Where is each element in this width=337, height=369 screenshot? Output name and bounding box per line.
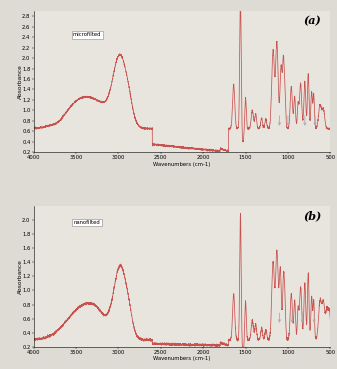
X-axis label: Wavenumbers (cm-1): Wavenumbers (cm-1) [153, 356, 211, 362]
Y-axis label: Absorbance: Absorbance [18, 259, 23, 294]
X-axis label: Wavenumbers (cm-1): Wavenumbers (cm-1) [153, 162, 211, 167]
Text: (b): (b) [303, 210, 321, 221]
Text: microfilted: microfilted [73, 32, 101, 37]
Text: nanofilted: nanofilted [74, 220, 100, 225]
Text: (a): (a) [304, 15, 321, 26]
Y-axis label: Absorbance: Absorbance [18, 64, 23, 99]
